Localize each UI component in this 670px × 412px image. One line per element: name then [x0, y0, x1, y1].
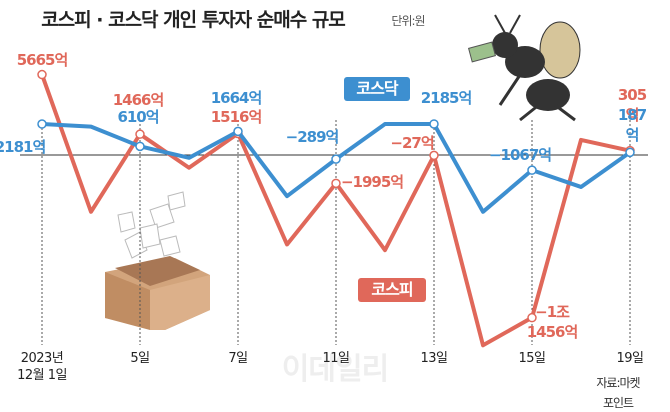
data-label: 1466억 [112, 91, 165, 109]
ballot-box-illustration [105, 191, 210, 330]
point [527, 312, 537, 323]
point [233, 126, 243, 137]
data-label: −1067억 [488, 146, 552, 164]
data-label: 610억 [117, 108, 159, 126]
point [331, 178, 341, 189]
point [135, 129, 145, 139]
legend-entry: 코스피 [371, 280, 413, 299]
chart-title: 코스피 · 코스닥 개인 투자자 순매수 규모 [41, 9, 346, 31]
data-label: 2181억 [0, 138, 46, 156]
ant-illustration [467, 14, 581, 122]
subtitle: 단위:원 [391, 14, 425, 28]
legend-entry: 코스닥 [356, 79, 398, 98]
x-tick-label: 2023년 12월 1일 [17, 351, 67, 383]
point [37, 69, 47, 80]
legend-box [358, 278, 426, 302]
data-label: −1조 1456억 [526, 303, 579, 341]
point [527, 165, 537, 175]
data-label: 1516억 [210, 108, 263, 126]
data-label: 1664억 [210, 89, 263, 107]
watermark: 이데일리 [281, 352, 389, 387]
x-tick-label: 11일 [322, 351, 350, 366]
data-label: −289억 [285, 128, 340, 146]
x-tick-label: 5일 [130, 351, 150, 366]
x-tick-label: 19일 [616, 351, 644, 366]
x-tick-label: 7일 [228, 351, 248, 366]
point [625, 147, 635, 158]
data-label: −1995억 [340, 173, 404, 191]
data-label: 305억 [617, 86, 647, 124]
data-label: 187억 [617, 106, 647, 144]
source: 자료:마켓포인트 [596, 376, 640, 410]
data-label: 2185억 [420, 89, 473, 107]
data-label: −27억 [390, 134, 434, 152]
point [331, 154, 341, 164]
data-label: 5665억 [16, 51, 69, 69]
x-tick-label: 15일 [518, 351, 546, 366]
point [135, 141, 145, 152]
point [429, 150, 439, 161]
point [37, 119, 47, 129]
legend-box [344, 77, 410, 101]
point [429, 119, 439, 129]
x-tick-label: 13일 [420, 351, 448, 366]
